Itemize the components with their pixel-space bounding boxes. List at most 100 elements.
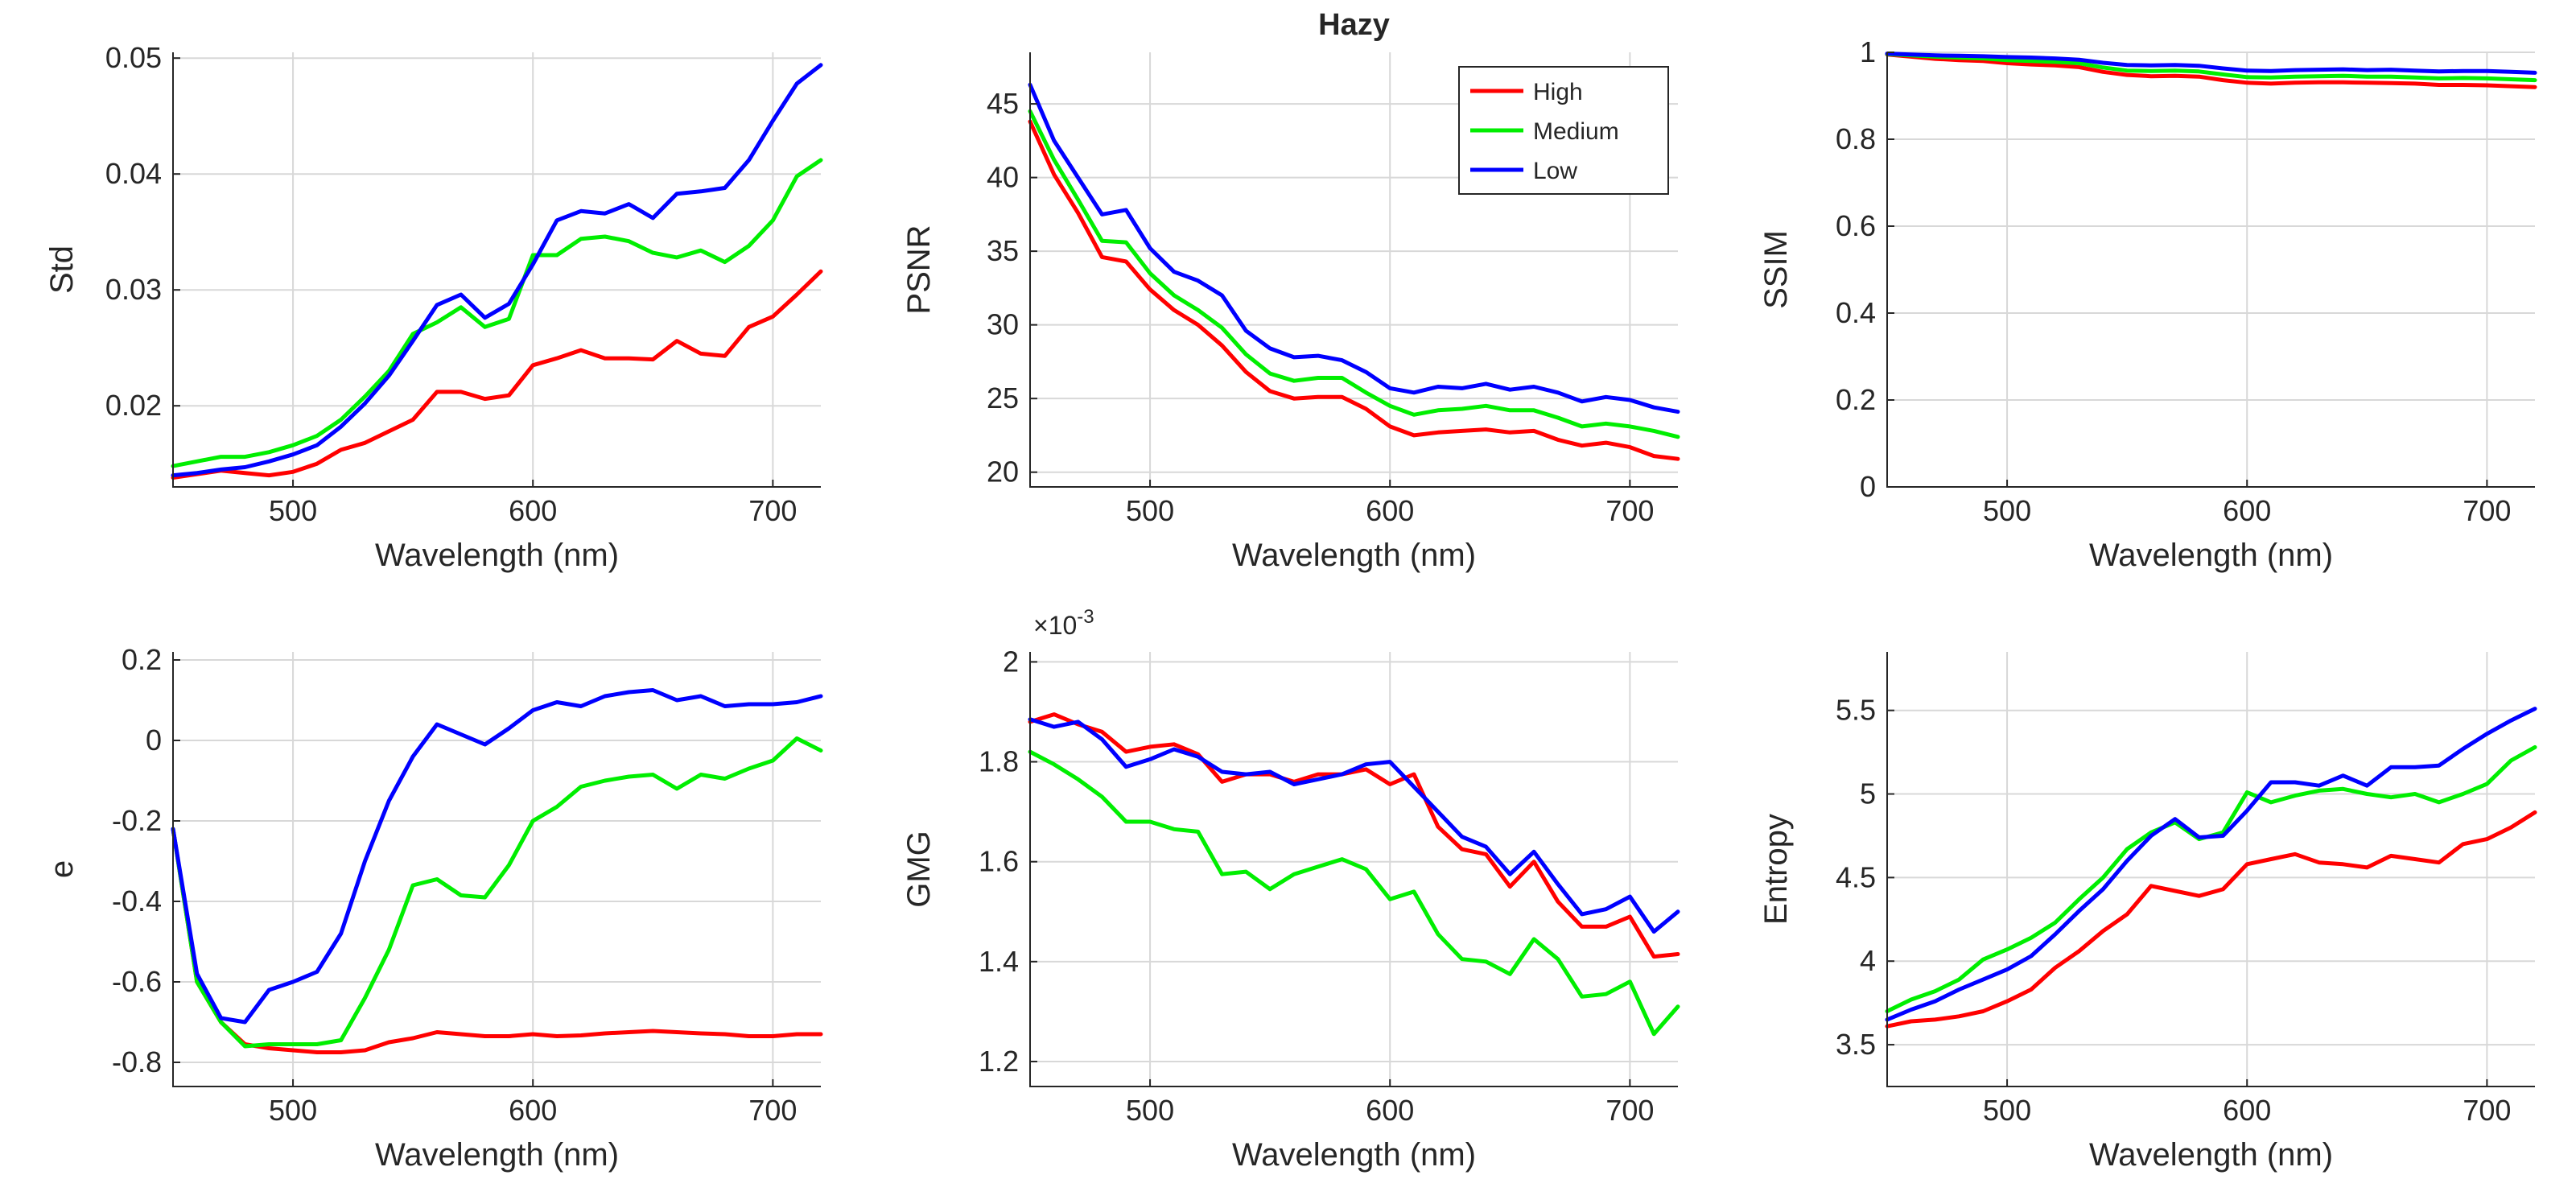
gmg-x-tick-label: 600 [1366,1094,1414,1127]
gmg-series-high-line [1028,712,1680,959]
gmg-y-exponent-label: ×10-3 [1033,606,1094,640]
std-x-tick-label: 700 [748,494,797,527]
e-y-tick-label: 0 [146,724,162,757]
std-axes [172,52,821,488]
std-series-medium-line [171,158,823,468]
ssim-axes [1886,52,2535,488]
entropy-series-high-line [1885,810,2537,1029]
psnr-legend: High Medium Low [1458,66,1669,195]
psnr-x-tick-label: 700 [1605,494,1654,527]
entropy-y-tick-label: 3.5 [1836,1028,1876,1061]
entropy-y-tick-label: 5.5 [1836,694,1876,727]
e-x-axis-label: Wavelength (nm) [375,1137,619,1173]
e-x-tick-label: 600 [509,1094,557,1127]
psnr-y-tick-label: 30 [987,308,1019,341]
gmg-x-tick-label: 700 [1605,1094,1654,1127]
e-y-tick-label: -0.8 [112,1045,162,1078]
gmg-x-tick-label: 500 [1126,1094,1174,1127]
psnr-series-high-line [1028,119,1680,461]
psnr-legend-label-low: Low [1533,158,1577,184]
entropy-y-tick-label: 4.5 [1836,860,1876,893]
ssim-y-tick-label: 0.6 [1836,209,1876,242]
std-y-tick-label: 0.02 [105,389,162,422]
entropy-y-axis-label: Entropy [1758,814,1794,925]
gmg-y-tick-label: 2 [1003,645,1019,678]
std-y-tick-label: 0.03 [105,273,162,306]
psnr-series-low-line [1028,82,1680,414]
entropy-series-medium-line [1885,744,2537,1013]
ssim-x-tick-label: 500 [1983,494,2031,527]
ssim-series-medium-line [1885,52,2537,83]
e-series-medium-line [171,736,823,1049]
ssim-y-tick-label: 0.4 [1836,296,1876,329]
psnr-x-axis-label: Wavelength (nm) [1232,538,1476,573]
gmg-y-tick-label: 1.2 [979,1045,1019,1078]
psnr-x-tick-label: 600 [1366,494,1414,527]
std-x-axis-label: Wavelength (nm) [375,538,619,573]
ssim-x-tick-label: 700 [2463,494,2511,527]
ssim-series-high-line [1885,52,2537,89]
std-x-tick-label: 600 [509,494,557,527]
psnr-legend-label-high: High [1533,79,1583,105]
e-panel: 500 600 700 -0.8 -0.6 -0.4 -0.2 0 0.2 Wavelength … [44,643,823,1173]
gmg-series-medium-line [1028,749,1680,1037]
e-y-tick-label: -0.4 [112,884,162,917]
psnr-y-tick-label: 35 [987,234,1019,267]
ssim-y-axis-label: SSIM [1758,230,1794,309]
std-series-low-line [171,63,823,478]
e-x-tick-label: 700 [748,1094,797,1127]
psnr-y-tick-label: 40 [987,161,1019,194]
psnr-y-axis-label: PSNR [901,225,937,314]
e-axes [172,652,821,1087]
e-y-tick-label: -0.6 [112,965,162,998]
std-x-tick-label: 500 [269,494,317,527]
entropy-x-tick-label: 500 [1983,1094,2031,1127]
e-series-high-line [171,827,823,1054]
entropy-panel: 500 600 700 3.5 4 4.5 5 5.5 Wavelength (nm) Entro… [1758,652,2537,1173]
entropy-series-low-line [1885,707,2537,1022]
psnr-series-medium-line [1028,109,1680,439]
gmg-x-axis-label: Wavelength (nm) [1232,1137,1476,1173]
psnr-title: Hazy [1318,8,1390,42]
psnr-y-tick-label: 20 [987,456,1019,489]
gmg-series-low-line [1028,717,1680,934]
e-y-tick-label: 0.2 [122,643,162,676]
psnr-y-tick-label: 25 [987,381,1019,414]
gmg-panel: 500 600 700 1.2 1.4 1.6 1.8 2 Wavelength (nm) GMG… [901,606,1680,1173]
entropy-y-tick-label: 4 [1860,944,1876,977]
std-y-axis-label: Std [44,245,80,294]
entropy-axes [1886,652,2535,1087]
std-series-high-line [171,269,823,480]
psnr-axes [1029,52,1678,488]
ssim-y-tick-label: 0.2 [1836,383,1876,416]
std-panel: 500 600 700 0.02 0.03 0.04 0.05 Wavelength (nm)… [44,41,823,573]
psnr-panel: 500 600 700 20 25 30 35 40 45 Wavelength (nm) PSNR… [901,8,1680,573]
entropy-x-axis-label: Wavelength (nm) [2089,1137,2333,1173]
ssim-panel: 500 600 700 0 0.2 0.4 0.6 0.8 1 Wavelength (nm) SS… [1758,35,2537,573]
entropy-x-tick-label: 700 [2463,1094,2511,1127]
std-y-tick-label: 0.04 [105,157,162,190]
e-series-low-line [171,688,823,1025]
entropy-x-tick-label: 600 [2223,1094,2271,1127]
gmg-y-tick-label: 1.4 [979,945,1019,978]
ssim-x-axis-label: Wavelength (nm) [2089,538,2333,573]
gmg-y-tick-label: 1.8 [979,745,1019,778]
gmg-y-axis-label: GMG [901,831,937,908]
ssim-series-low-line [1885,52,2537,75]
psnr-legend-label-medium: Medium [1533,118,1619,145]
gmg-axes [1029,652,1678,1087]
e-x-tick-label: 500 [269,1094,317,1127]
ssim-y-tick-label: 0 [1860,470,1876,503]
gmg-y-exponent-power: -3 [1077,606,1094,628]
ssim-y-tick-label: 1 [1860,35,1876,68]
ssim-x-tick-label: 600 [2223,494,2271,527]
psnr-y-tick-label: 45 [987,87,1019,120]
std-y-tick-label: 0.05 [105,41,162,74]
ssim-y-tick-label: 0.8 [1836,122,1876,155]
e-y-tick-label: -0.2 [112,804,162,837]
psnr-x-tick-label: 500 [1126,494,1174,527]
gmg-y-tick-label: 1.6 [979,845,1019,878]
entropy-y-tick-label: 5 [1860,777,1876,810]
e-y-axis-label: e [44,860,80,878]
